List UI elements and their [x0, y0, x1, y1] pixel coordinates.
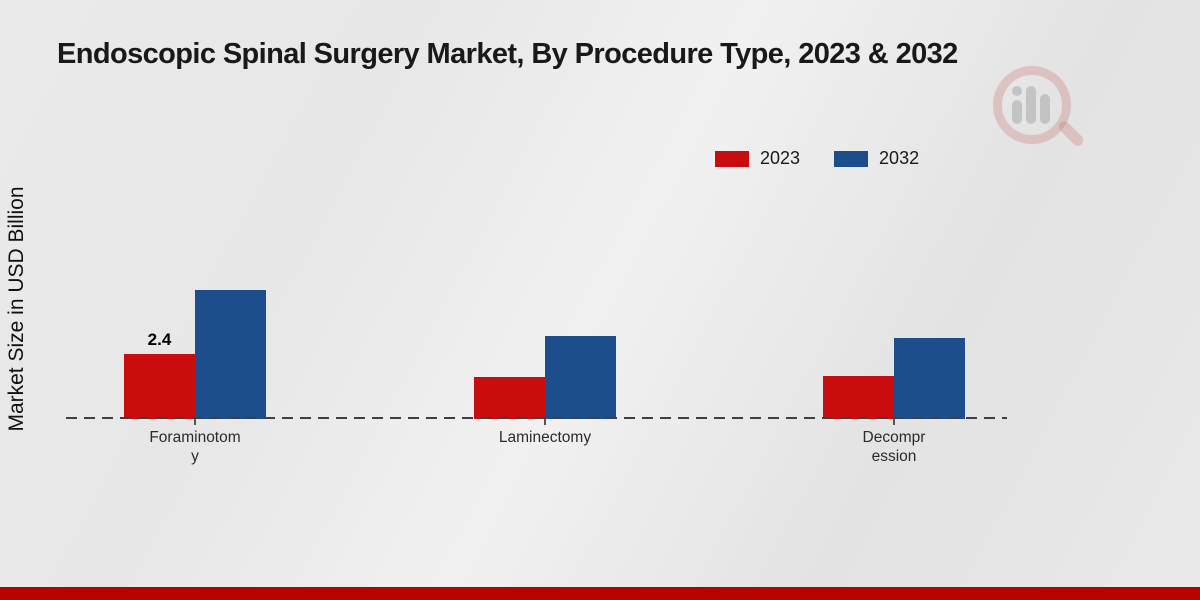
- legend-item-2032: 2032: [834, 148, 919, 169]
- x-axis-tick-decompression: [893, 419, 895, 425]
- magnifier-ring-icon: [993, 66, 1071, 144]
- watermark-dot: [1012, 86, 1022, 96]
- legend-label-2032: 2032: [879, 148, 920, 168]
- bar-2023-laminectomy: [474, 377, 545, 419]
- bar-2032-foraminotomy: [195, 290, 266, 419]
- watermark-bar: [1040, 94, 1050, 124]
- bar-2023-decompression: [823, 376, 894, 419]
- legend: 2023 2032: [715, 148, 919, 169]
- bar-2032-laminectomy: [545, 336, 616, 419]
- legend-swatch-2032: [834, 150, 869, 167]
- x-tick-label-decompression: Decompr ession: [862, 429, 926, 465]
- x-tick-label-foraminotomy: Foraminotom y: [149, 429, 241, 465]
- watermark-bar: [1012, 100, 1022, 124]
- x-axis-tick-laminectomy: [544, 419, 546, 425]
- x-axis-baseline: [66, 417, 1007, 419]
- y-axis-title: Market Size in USD Billion: [5, 186, 28, 432]
- bar-2023-foraminotomy: [124, 354, 195, 419]
- chart-title: Endoscopic Spinal Surgery Market, By Pro…: [57, 38, 958, 70]
- bar-value-label-2023: 2.4: [147, 330, 172, 349]
- legend-label-2023: 2023: [760, 148, 801, 168]
- bar-2032-decompression: [894, 338, 965, 419]
- watermark-bar: [1026, 86, 1036, 124]
- x-axis-tick-foraminotomy: [194, 419, 196, 425]
- legend-item-2023: 2023: [715, 148, 800, 169]
- x-tick-label-laminectomy: Laminectomy: [498, 429, 592, 446]
- footer-red-band: [0, 587, 1200, 600]
- legend-swatch-2023: [715, 150, 749, 167]
